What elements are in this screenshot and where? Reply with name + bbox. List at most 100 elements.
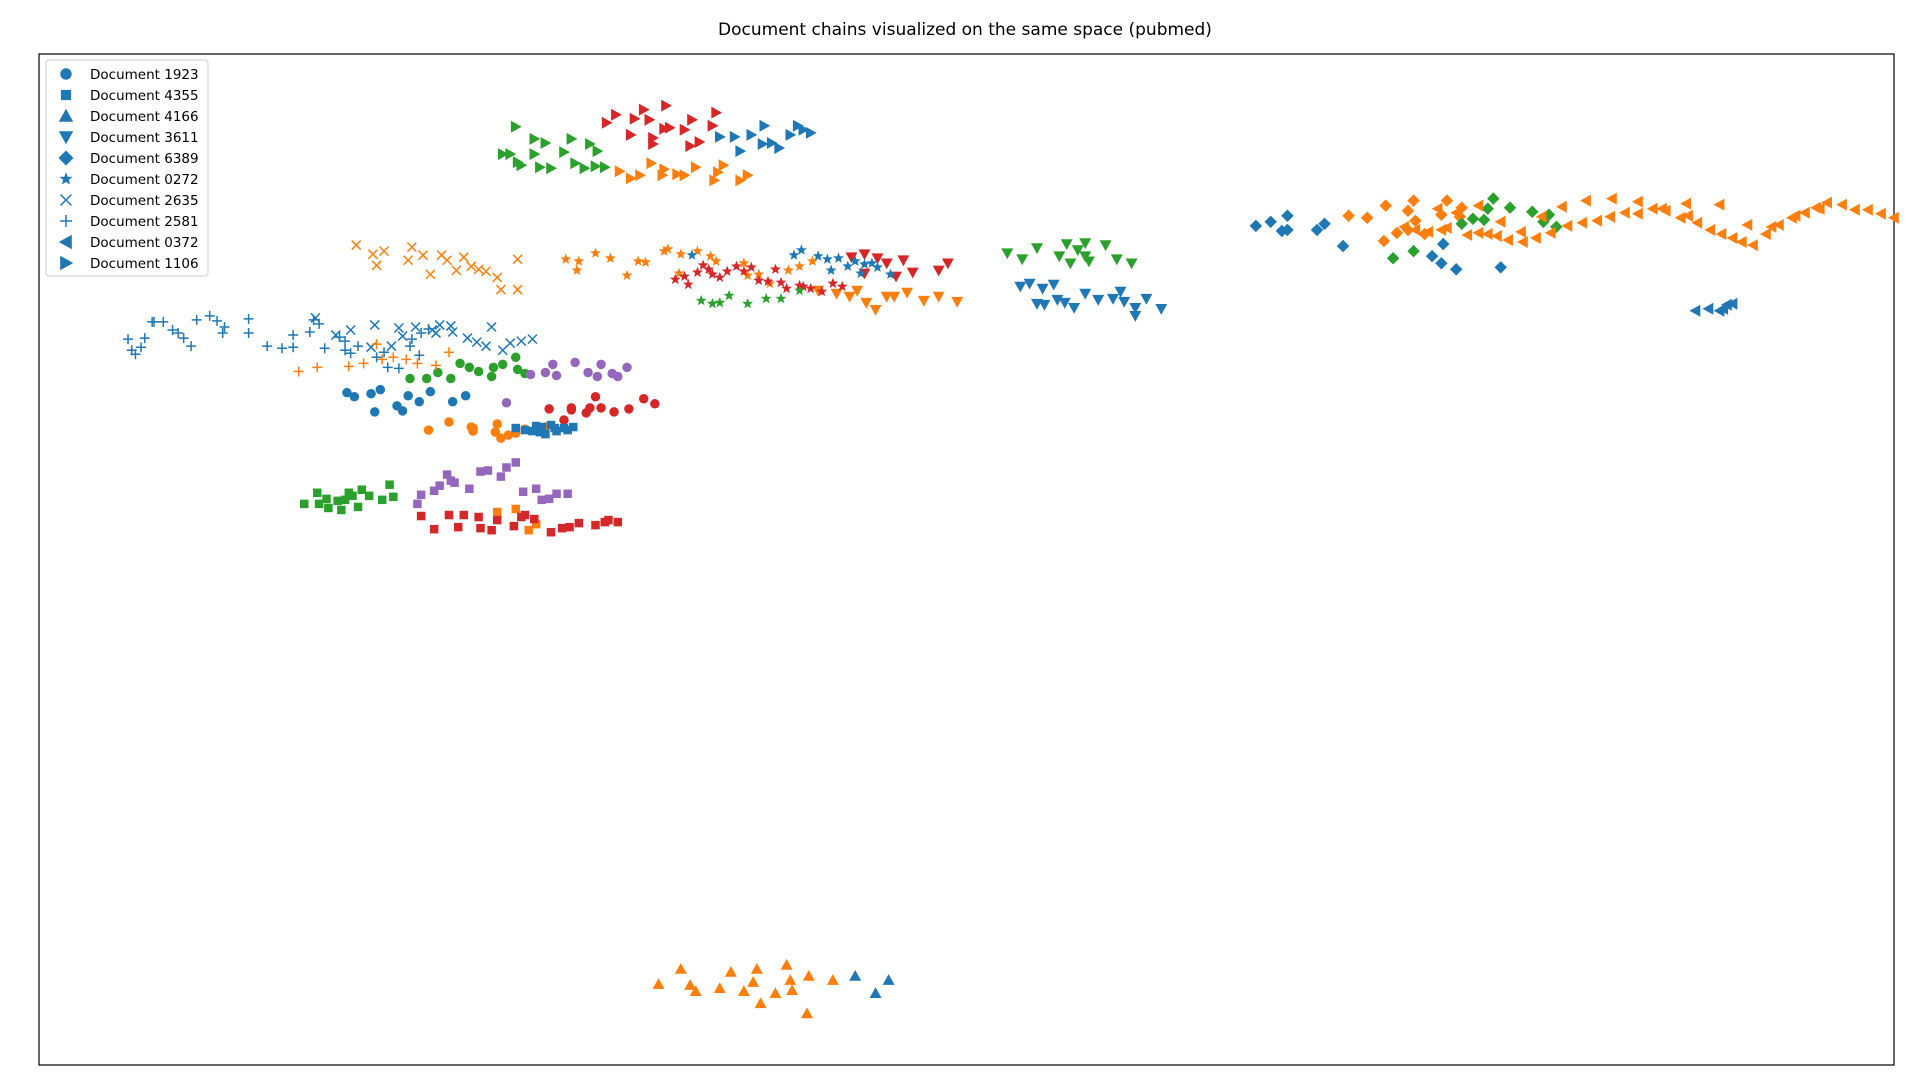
data-point-document-4355-green	[364, 491, 374, 501]
data-point-document-4355-green	[340, 495, 350, 505]
data-point-document-3611-blue	[1058, 297, 1071, 309]
data-point-document-6389-green	[1407, 244, 1420, 258]
data-point-document-6389-orange	[1401, 204, 1415, 217]
data-point-document-2581-blue	[173, 328, 184, 339]
data-point-document-0272-blue	[812, 250, 824, 261]
data-point-document-4355-purple	[531, 484, 541, 493]
legend-marker-triangle-left	[58, 234, 72, 250]
data-point-document-0372-orange	[1741, 218, 1753, 231]
data-point-document-4355-green	[322, 494, 331, 504]
legend-item-document-4355: Document 4355	[60, 88, 199, 104]
data-point-document-6389-blue	[1425, 249, 1439, 263]
data-point-document-1106-orange	[735, 174, 747, 187]
legend-label: Document 4355	[90, 88, 199, 104]
data-point-document-4355-red	[416, 511, 426, 521]
data-point-document-4355-purple	[502, 463, 511, 472]
data-point-document-4355-red	[453, 522, 463, 532]
data-point-document-1106-red	[625, 128, 637, 141]
data-point-document-0272-orange	[807, 255, 818, 266]
data-point-document-4355-purple	[442, 470, 452, 479]
data-point-document-0272-orange	[710, 255, 722, 266]
data-point-document-0372-orange	[1715, 228, 1727, 240]
data-point-document-3611-green	[1099, 240, 1112, 252]
data-point-document-0272-green	[723, 289, 735, 301]
data-point-document-2581-blue	[262, 341, 273, 352]
data-point-document-1106-blue	[792, 119, 804, 132]
data-point-document-2635-orange	[351, 240, 362, 251]
data-point-document-3611-orange	[932, 291, 945, 303]
data-point-document-0272-red	[703, 263, 715, 274]
data-point-document-1106-red	[611, 108, 622, 121]
data-point-document-1923-orange	[490, 427, 501, 437]
data-point-document-1923-purple	[613, 371, 623, 382]
data-point-document-3611-blue	[1118, 296, 1131, 308]
legend-label: Document 0372	[90, 235, 199, 251]
data-point-document-2581-orange	[343, 361, 354, 372]
data-point-document-0272-blue	[872, 261, 883, 272]
data-point-document-0272-blue	[833, 252, 844, 263]
data-point-document-2635-orange	[371, 260, 382, 271]
data-point-document-1106-green	[566, 132, 578, 145]
data-point-document-0272-orange	[604, 252, 616, 263]
legend-label: Document 3611	[90, 130, 199, 146]
data-point-document-2635-blue	[462, 333, 473, 344]
data-point-document-1106-red	[687, 113, 698, 126]
data-point-document-4355-purple	[476, 467, 485, 476]
data-point-document-6389-green	[1386, 252, 1400, 265]
data-point-document-1106-orange	[709, 174, 721, 187]
data-point-document-1923-orange	[468, 423, 478, 433]
data-point-document-6389-green	[1466, 212, 1480, 225]
data-point-document-3611-green	[1064, 258, 1077, 270]
data-point-document-4166-orange	[747, 976, 760, 987]
data-point-document-0272-red	[805, 282, 817, 294]
data-point-document-1923-purple	[501, 398, 512, 408]
data-point-document-4355-red	[530, 514, 539, 524]
data-point-document-3611-orange	[888, 291, 901, 303]
data-point-document-2635-orange	[378, 246, 390, 257]
data-point-document-1923-blue	[349, 391, 360, 402]
legend-item-document-3611: Document 3611	[58, 130, 199, 146]
data-point-document-3611-orange	[917, 295, 930, 307]
data-point-document-0272-red	[682, 278, 694, 290]
legend-marker-star	[59, 172, 73, 185]
data-point-document-2581-blue	[340, 345, 351, 356]
data-point-document-6389-blue	[1336, 239, 1350, 253]
data-point-document-1106-blue	[757, 138, 769, 150]
data-point-document-0372-orange	[1674, 211, 1686, 224]
data-point-document-0272-red	[827, 277, 839, 289]
data-point-document-1106-red	[707, 119, 719, 132]
data-point-document-0272-orange	[662, 243, 674, 254]
legend-label: Document 2635	[90, 193, 199, 209]
data-point-document-1923-red	[590, 391, 601, 402]
legend-marker-square	[60, 89, 72, 101]
data-point-document-0372-orange	[1656, 202, 1667, 215]
data-point-document-0372-orange	[1760, 228, 1771, 240]
data-point-document-3611-orange	[830, 288, 843, 300]
data-point-document-2635-orange	[473, 264, 484, 275]
data-point-document-2635-orange	[512, 284, 523, 295]
data-point-document-0372-orange	[1632, 207, 1643, 220]
data-point-document-4355-purple	[511, 458, 520, 467]
data-point-document-0372-orange	[1821, 196, 1832, 209]
data-point-document-3611-green	[1053, 251, 1066, 263]
data-point-document-0272-orange	[621, 269, 633, 281]
data-point-document-2635-orange	[442, 255, 453, 266]
data-point-document-0372-orange	[1422, 225, 1434, 238]
data-point-document-4355-green	[324, 503, 333, 513]
data-point-document-2581-blue	[243, 313, 254, 324]
data-point-document-1106-red	[629, 112, 641, 125]
data-point-document-3611-orange	[951, 296, 964, 308]
data-point-document-1106-green	[529, 148, 541, 161]
data-point-document-0372-orange	[1604, 210, 1615, 223]
data-point-document-1923-red	[596, 403, 606, 413]
data-point-document-1106-blue	[729, 130, 741, 143]
data-point-document-0372-orange	[1530, 232, 1541, 244]
data-point-document-2581-blue	[288, 342, 299, 353]
data-point-document-0272-red	[775, 276, 787, 288]
data-point-document-6389-orange	[1379, 199, 1392, 212]
data-point-document-0272-orange	[742, 269, 754, 281]
data-point-document-4355-purple	[496, 472, 506, 481]
data-point-document-0372-orange	[1561, 219, 1573, 232]
data-point-document-1106-green	[592, 145, 604, 158]
data-point-document-1923-blue	[370, 407, 380, 417]
